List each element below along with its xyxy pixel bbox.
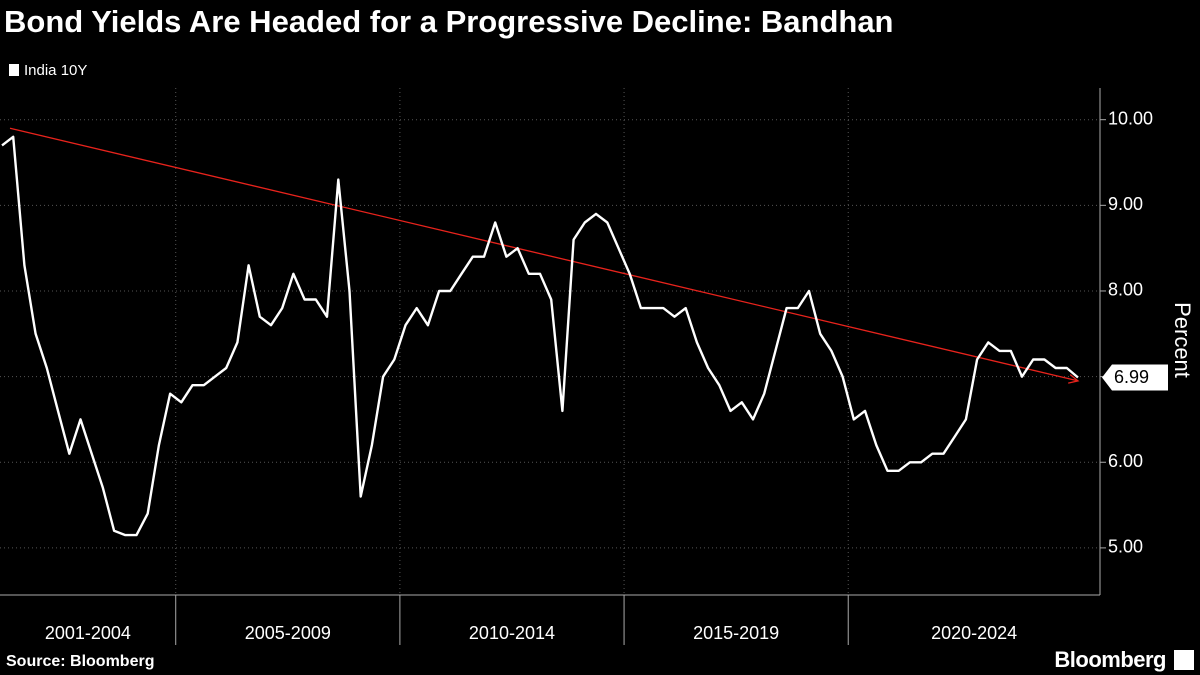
brand: Bloomberg [1054, 647, 1166, 672]
x-tick-label: 2010-2014 [469, 623, 555, 643]
last-value-box [1102, 364, 1168, 391]
y-tick-label: 9.00 [1108, 194, 1143, 214]
y-tick-label: 6.00 [1108, 451, 1143, 471]
y-tick-label: 5.00 [1108, 537, 1143, 557]
last-value-label: 6.99 [1114, 367, 1149, 387]
brand-icon [1174, 650, 1194, 670]
legend-swatch [9, 64, 19, 76]
x-tick-label: 2015-2019 [693, 623, 779, 643]
chart-title: Bond Yields Are Headed for a Progressive… [4, 4, 894, 39]
y-tick-label: 10.00 [1108, 108, 1153, 128]
x-tick-label: 2005-2009 [245, 623, 331, 643]
trend-line [9, 127, 1079, 382]
source: Source: Bloomberg [6, 653, 154, 670]
legend-label: India 10Y [24, 62, 87, 79]
series-line [1, 135, 1079, 537]
y-tick-label: 8.00 [1108, 280, 1143, 300]
y-axis-label: Percent [1170, 302, 1195, 378]
x-tick-label: 2001-2004 [45, 623, 131, 643]
trend-arrowhead [1068, 374, 1080, 384]
x-tick-label: 2020-2024 [931, 623, 1017, 643]
